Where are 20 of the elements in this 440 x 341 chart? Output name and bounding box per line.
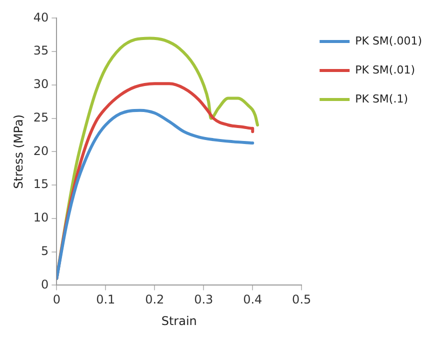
- y-tick-label: 5: [41, 244, 49, 258]
- legend-label: PK SM(.1): [355, 92, 408, 106]
- y-tick-label: 40: [33, 10, 49, 24]
- x-tick-label: 0.5: [292, 292, 312, 307]
- y-tick-label: 25: [33, 110, 49, 124]
- x-tick-label: 0.2: [145, 292, 164, 307]
- y-axis-title: Stress (MPa): [11, 114, 26, 189]
- legend-label: PK SM(.01): [355, 63, 416, 76]
- x-tick-label: 0: [52, 292, 60, 307]
- x-axis-title: Strain: [161, 314, 197, 328]
- y-tick-label: 30: [33, 77, 49, 92]
- y-tick-label: 0: [41, 277, 49, 292]
- y-tick-label: 35: [33, 44, 49, 58]
- x-tick-label: 0.1: [96, 292, 116, 307]
- legend-label: PK SM(.001): [355, 34, 422, 48]
- y-tick-label: 20: [33, 144, 49, 158]
- y-tick-label: 15: [33, 177, 49, 192]
- x-tick-label: 0.4: [243, 292, 262, 307]
- y-tick-label: 10: [33, 210, 49, 225]
- x-tick-label: 0.3: [194, 292, 214, 307]
